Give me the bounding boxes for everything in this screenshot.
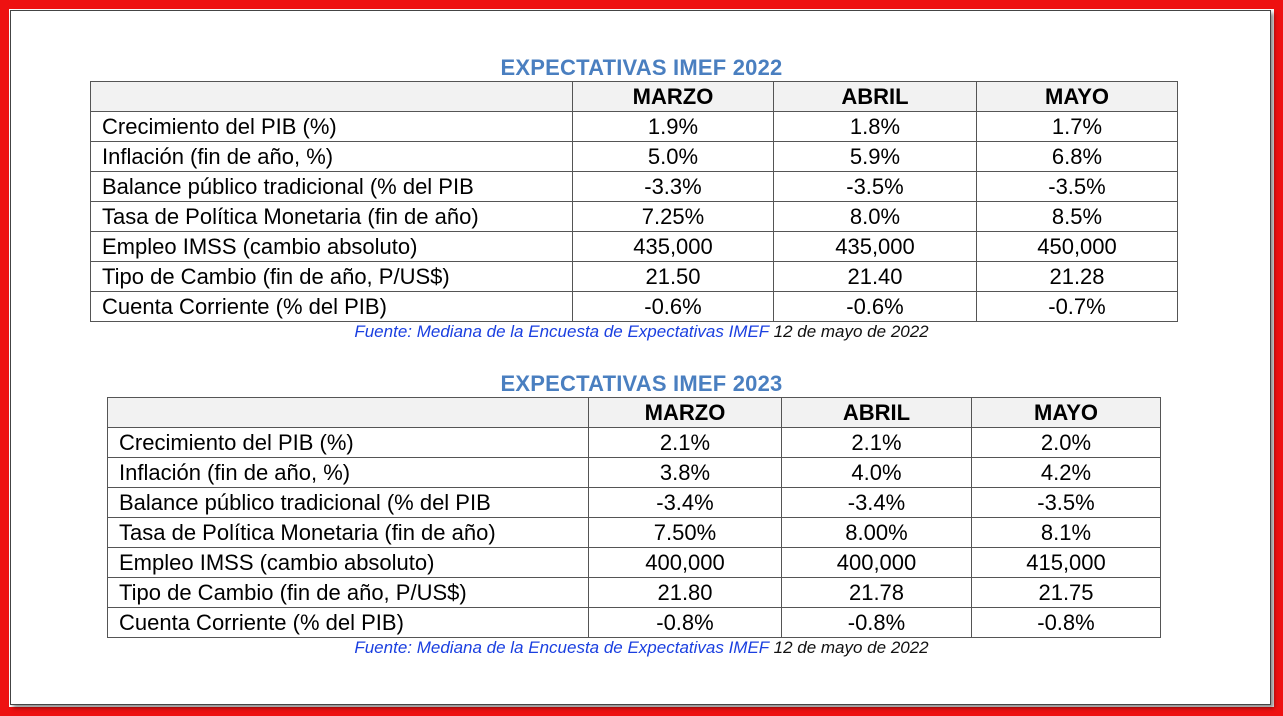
cell-value: -0.6% [572,291,774,322]
cell-value: 3.8% [588,457,782,488]
cell-value: 21.40 [773,261,977,292]
cell-value: 8.00% [781,517,972,548]
header-blank-cell [90,81,573,112]
cell-value: -0.8% [588,607,782,638]
cell-value: -3.4% [781,487,972,518]
source-label: Fuente: Mediana de la Encuesta de Expect… [354,638,769,657]
cell-value: 1.7% [976,111,1178,142]
cell-value: -0.8% [781,607,972,638]
cell-value: 435,000 [773,231,977,262]
column-header-marzo: MARZO [588,397,782,428]
cell-value: 8.5% [976,201,1178,232]
table-row: Cuenta Corriente (% del PIB) -0.8% -0.8%… [107,607,1161,638]
cell-value: -3.5% [971,487,1161,518]
table-row: Cuenta Corriente (% del PIB) -0.6% -0.6%… [90,291,1178,322]
row-label: Inflación (fin de año, %) [107,457,589,488]
cell-value: 400,000 [781,547,972,578]
cell-value: 2.1% [588,427,782,458]
cell-value: 435,000 [572,231,774,262]
cell-value: 8.0% [773,201,977,232]
table-2023-title: EXPECTATIVAS IMEF 2023 [500,371,783,396]
cell-value: 7.50% [588,517,782,548]
cell-value: 4.2% [971,457,1161,488]
cell-value: -3.3% [572,171,774,202]
cell-value: 4.0% [781,457,972,488]
row-label: Empleo IMSS (cambio absoluto) [90,231,573,262]
cell-value: 8.1% [971,517,1161,548]
cell-value: 7.25% [572,201,774,232]
cell-value: -3.5% [773,171,977,202]
table-row: Empleo IMSS (cambio absoluto) 435,000 43… [90,231,1178,262]
table-row: Crecimiento del PIB (%) 1.9% 1.8% 1.7% [90,111,1178,142]
cell-value: 21.28 [976,261,1178,292]
table-2022-source: Fuente: Mediana de la Encuesta de Expect… [0,322,1283,342]
column-header-mayo: MAYO [976,81,1178,112]
table-2023: MARZO ABRIL MAYO Crecimiento del PIB (%)… [107,397,1161,638]
cell-value: -0.7% [976,291,1178,322]
table-row: Balance público tradicional (% del PIB -… [107,487,1161,518]
table-row: Balance público tradicional (% del PIB -… [90,171,1178,202]
table-row: Tipo de Cambio (fin de año, P/US$) 21.50… [90,261,1178,292]
cell-value: 1.8% [773,111,977,142]
cell-value: 21.78 [781,577,972,608]
column-header-mayo: MAYO [971,397,1161,428]
source-date: 12 de mayo de 2022 [773,322,929,341]
cell-value: 21.50 [572,261,774,292]
row-label: Balance público tradicional (% del PIB [90,171,573,202]
table-row: Tasa de Política Monetaria (fin de año) … [90,201,1178,232]
row-label: Tasa de Política Monetaria (fin de año) [90,201,573,232]
cell-value: 450,000 [976,231,1178,262]
cell-value: 6.8% [976,141,1178,172]
table-row: Inflación (fin de año, %) 5.0% 5.9% 6.8% [90,141,1178,172]
cell-value: 21.75 [971,577,1161,608]
row-label: Balance público tradicional (% del PIB [107,487,589,518]
table-2022-title: EXPECTATIVAS IMEF 2022 [500,55,783,80]
row-label: Tipo de Cambio (fin de año, P/US$) [90,261,573,292]
source-date: 12 de mayo de 2022 [773,638,929,657]
cell-value: -0.8% [971,607,1161,638]
page-inner-border [10,10,1271,705]
source-label: Fuente: Mediana de la Encuesta de Expect… [354,322,769,341]
cell-value: -0.6% [773,291,977,322]
cell-value: -3.5% [976,171,1178,202]
table-2022: MARZO ABRIL MAYO Crecimiento del PIB (%)… [90,81,1178,322]
row-label: Tipo de Cambio (fin de año, P/US$) [107,577,589,608]
row-label: Cuenta Corriente (% del PIB) [90,291,573,322]
row-label: Tasa de Política Monetaria (fin de año) [107,517,589,548]
table-row: Inflación (fin de año, %) 3.8% 4.0% 4.2% [107,457,1161,488]
row-label: Crecimiento del PIB (%) [90,111,573,142]
cell-value: 21.80 [588,577,782,608]
row-label: Empleo IMSS (cambio absoluto) [107,547,589,578]
column-header-marzo: MARZO [572,81,774,112]
row-label: Cuenta Corriente (% del PIB) [107,607,589,638]
table-row: Empleo IMSS (cambio absoluto) 400,000 40… [107,547,1161,578]
table-header-row: MARZO ABRIL MAYO [90,81,1178,112]
table-row: Crecimiento del PIB (%) 2.1% 2.1% 2.0% [107,427,1161,458]
cell-value: 1.9% [572,111,774,142]
table-2023-source: Fuente: Mediana de la Encuesta de Expect… [0,638,1283,658]
header-blank-cell [107,397,589,428]
table-row: Tasa de Política Monetaria (fin de año) … [107,517,1161,548]
column-header-abril: ABRIL [773,81,977,112]
row-label: Inflación (fin de año, %) [90,141,573,172]
row-label: Crecimiento del PIB (%) [107,427,589,458]
table-header-row: MARZO ABRIL MAYO [107,397,1161,428]
cell-value: -3.4% [588,487,782,518]
cell-value: 2.1% [781,427,972,458]
cell-value: 5.0% [572,141,774,172]
cell-value: 415,000 [971,547,1161,578]
cell-value: 400,000 [588,547,782,578]
column-header-abril: ABRIL [781,397,972,428]
cell-value: 2.0% [971,427,1161,458]
table-row: Tipo de Cambio (fin de año, P/US$) 21.80… [107,577,1161,608]
cell-value: 5.9% [773,141,977,172]
